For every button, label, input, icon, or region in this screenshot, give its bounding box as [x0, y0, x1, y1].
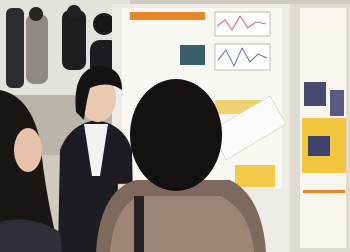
poster-photo: [180, 45, 205, 65]
poster-photo: [304, 82, 326, 106]
poster-box: [235, 165, 275, 187]
back-of-head: [130, 79, 222, 191]
page: [0, 0, 350, 252]
poster-photo: [308, 136, 330, 156]
poster-line: [303, 190, 345, 193]
bag-strap: [134, 196, 144, 252]
photo: [0, 0, 350, 252]
foreground-face: [14, 128, 42, 172]
background-head: [29, 7, 43, 21]
background-person: [26, 14, 48, 84]
shirt-pattern: [110, 196, 254, 252]
background-head: [93, 13, 115, 35]
poster-graph: [215, 12, 270, 36]
background-person: [6, 8, 24, 88]
poster-photo: [330, 90, 344, 116]
poster-header: [130, 12, 205, 20]
background-head: [67, 5, 81, 19]
poster-graph: [215, 44, 270, 70]
